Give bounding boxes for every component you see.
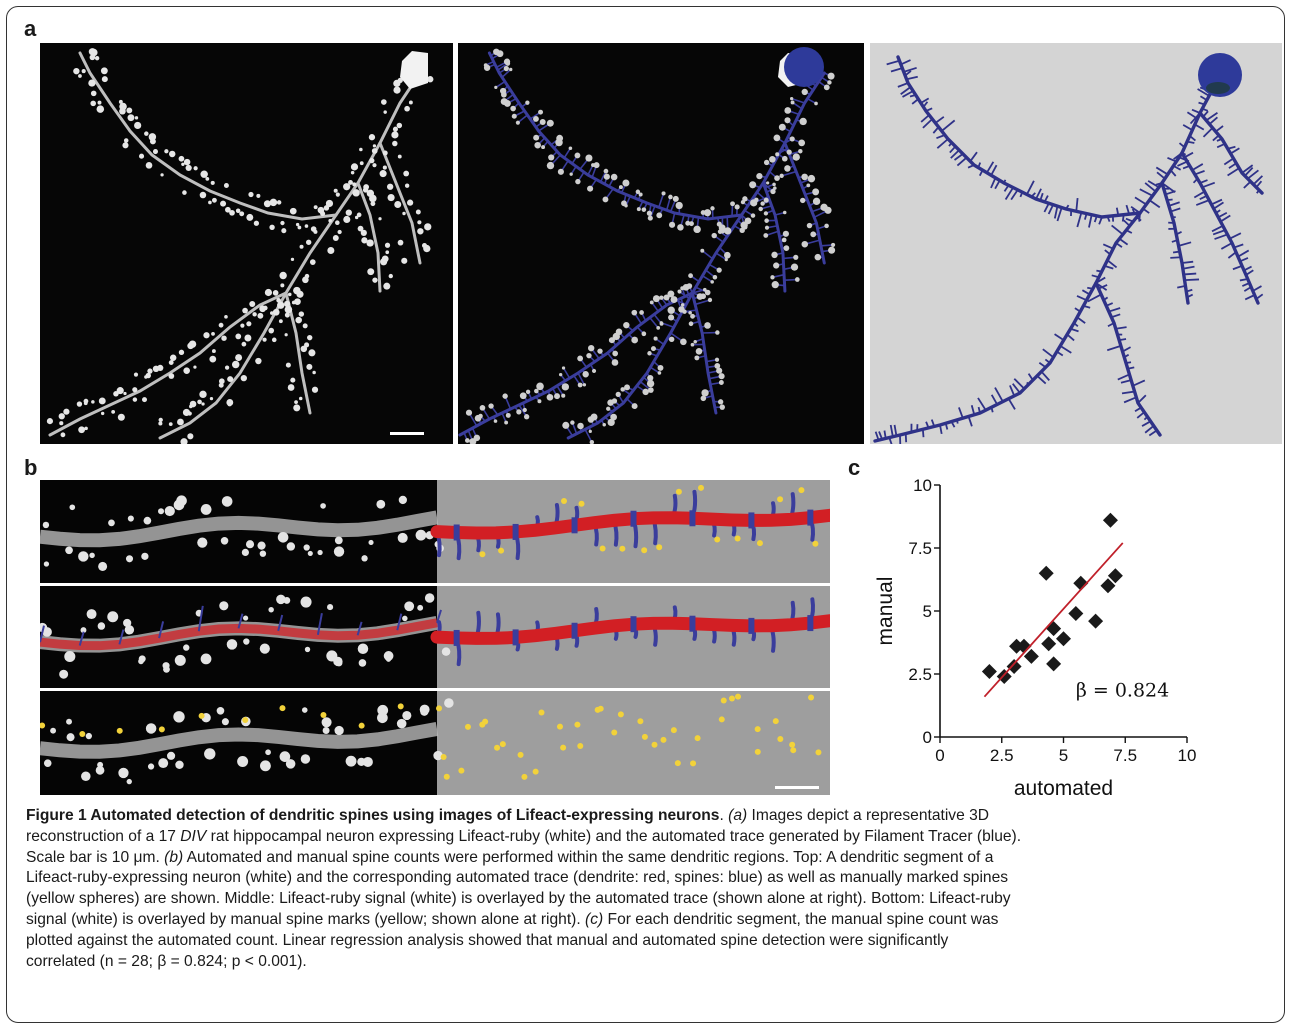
scatter-point (1023, 648, 1039, 664)
neuron-trace-only (870, 43, 1282, 444)
caption-segment: (b) (164, 848, 184, 866)
caption-segment: (yellow spheres) are shown. Middle: Life… (26, 890, 1011, 908)
neuron-image-overlay (458, 43, 864, 444)
scatter-point (1102, 512, 1118, 528)
x-tick-label: 2.5 (990, 746, 1014, 765)
regression-line (983, 542, 1124, 698)
x-tick-label: 10 (1178, 746, 1197, 765)
scatter-point (1100, 578, 1116, 594)
caption-segment: rat hippocampal neuron expressing Lifeac… (206, 827, 1022, 845)
y-tick-label: 7.5 (908, 539, 932, 558)
caption-segment: plotted against the automated count. Lin… (26, 931, 949, 949)
dendrite-segment-grid (40, 480, 830, 795)
scale-bar-b (775, 786, 819, 789)
scatter-point (1107, 568, 1123, 584)
panel-label-b: b (24, 455, 38, 480)
scatter-point (1068, 606, 1084, 622)
caption-segment: reconstruction of a 17 (26, 827, 181, 845)
caption-segment: Automated and manual spine counts were p… (183, 848, 994, 866)
scatter-point (1016, 638, 1032, 654)
y-axis-label: manual (874, 577, 897, 646)
neuron-image-raw (40, 43, 453, 444)
scatter-point (1038, 565, 1054, 581)
caption-segment: DIV (180, 827, 207, 845)
caption-segment: Scale bar is 10 μm. (26, 848, 165, 866)
scatter-point (1006, 658, 1022, 674)
scatter-point (981, 663, 997, 679)
y-tick-label: 10 (913, 476, 932, 495)
caption-segment: correlated (n = 28; β = 0.824; p < 0.001… (26, 952, 307, 970)
y-tick-label: 0 (923, 728, 932, 747)
panel-label-c: c (848, 455, 861, 480)
scatter-point (996, 669, 1012, 685)
beta-annotation: β = 0.824 (1076, 680, 1169, 702)
scatter-point (1041, 636, 1057, 652)
caption-segment: . (719, 807, 729, 824)
scale-bar (390, 432, 424, 435)
x-tick-label: 7.5 (1113, 746, 1137, 765)
figure-frame (6, 6, 1285, 1023)
caption-segment: Lifeact-ruby-expressing neuron (white) a… (26, 869, 1009, 887)
scatter-point (1073, 575, 1089, 591)
scatter-point (1088, 613, 1104, 629)
y-tick-label: 2.5 (908, 665, 932, 684)
caption-segment: (c) (585, 910, 604, 928)
caption-segment: For each dendritic segment, the manual s… (603, 910, 999, 928)
y-tick-label: 5 (923, 602, 932, 621)
scatter-point (1046, 621, 1062, 637)
figure-caption: Figure 1 Automated detection of dendriti… (26, 806, 1270, 972)
scatter-point (1046, 656, 1062, 672)
caption-segment: (a) (728, 807, 748, 824)
panel-label-a: a (24, 16, 37, 41)
x-tick-label: 5 (1059, 746, 1068, 765)
scatter-chart: 0 2.5 5 7.5 10 0 2.5 5 7.5 10 automated manual β … (860, 462, 1280, 807)
scatter-point (1056, 631, 1071, 647)
caption-segment: signal (white) is overlayed by manual sp… (26, 910, 586, 928)
caption-title: Figure 1 Automated detection of dendriti… (26, 807, 720, 824)
x-tick-label: 0 (935, 746, 944, 765)
x-axis-label: automated (1014, 777, 1113, 800)
caption-segment: Images depict a representative 3D (747, 807, 990, 824)
